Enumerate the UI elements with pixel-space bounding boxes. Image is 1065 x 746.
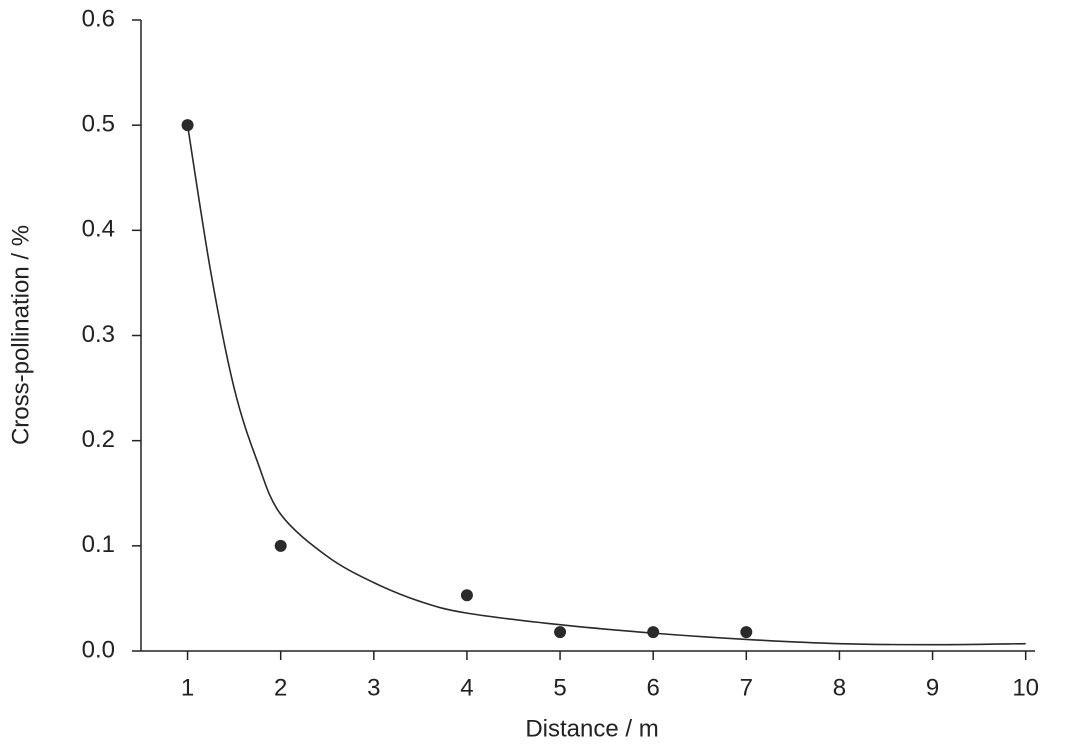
x-tick-label: 8	[833, 674, 846, 701]
x-tick-label: 7	[740, 674, 753, 701]
fit-curve	[186, 125, 1026, 646]
data-point	[647, 626, 660, 639]
data-point	[740, 626, 753, 639]
y-tick-label: 0.5	[82, 111, 115, 138]
y-axis-title: Cross-pollination / %	[7, 225, 34, 445]
y-tick-label: 0.1	[82, 531, 115, 558]
x-tick-label: 2	[274, 674, 287, 701]
data-point	[181, 119, 194, 132]
y-tick-label: 0.3	[82, 321, 115, 348]
y-tick-label: 0.0	[82, 636, 115, 663]
x-axis-title: Distance / m	[525, 715, 658, 742]
data-point	[460, 589, 473, 602]
y-tick-label: 0.4	[82, 216, 115, 243]
x-tick-label: 10	[1012, 674, 1039, 701]
x-tick-label: 3	[367, 674, 380, 701]
x-tick-label: 4	[460, 674, 473, 701]
x-tick-label: 9	[926, 674, 939, 701]
data-point	[274, 539, 287, 552]
data-point	[554, 626, 567, 639]
x-tick-label: 1	[181, 674, 194, 701]
x-tick-label: 5	[553, 674, 566, 701]
y-tick-label: 0.2	[82, 426, 115, 453]
x-tick-label: 6	[647, 674, 660, 701]
y-tick-label: 0.6	[82, 5, 115, 32]
